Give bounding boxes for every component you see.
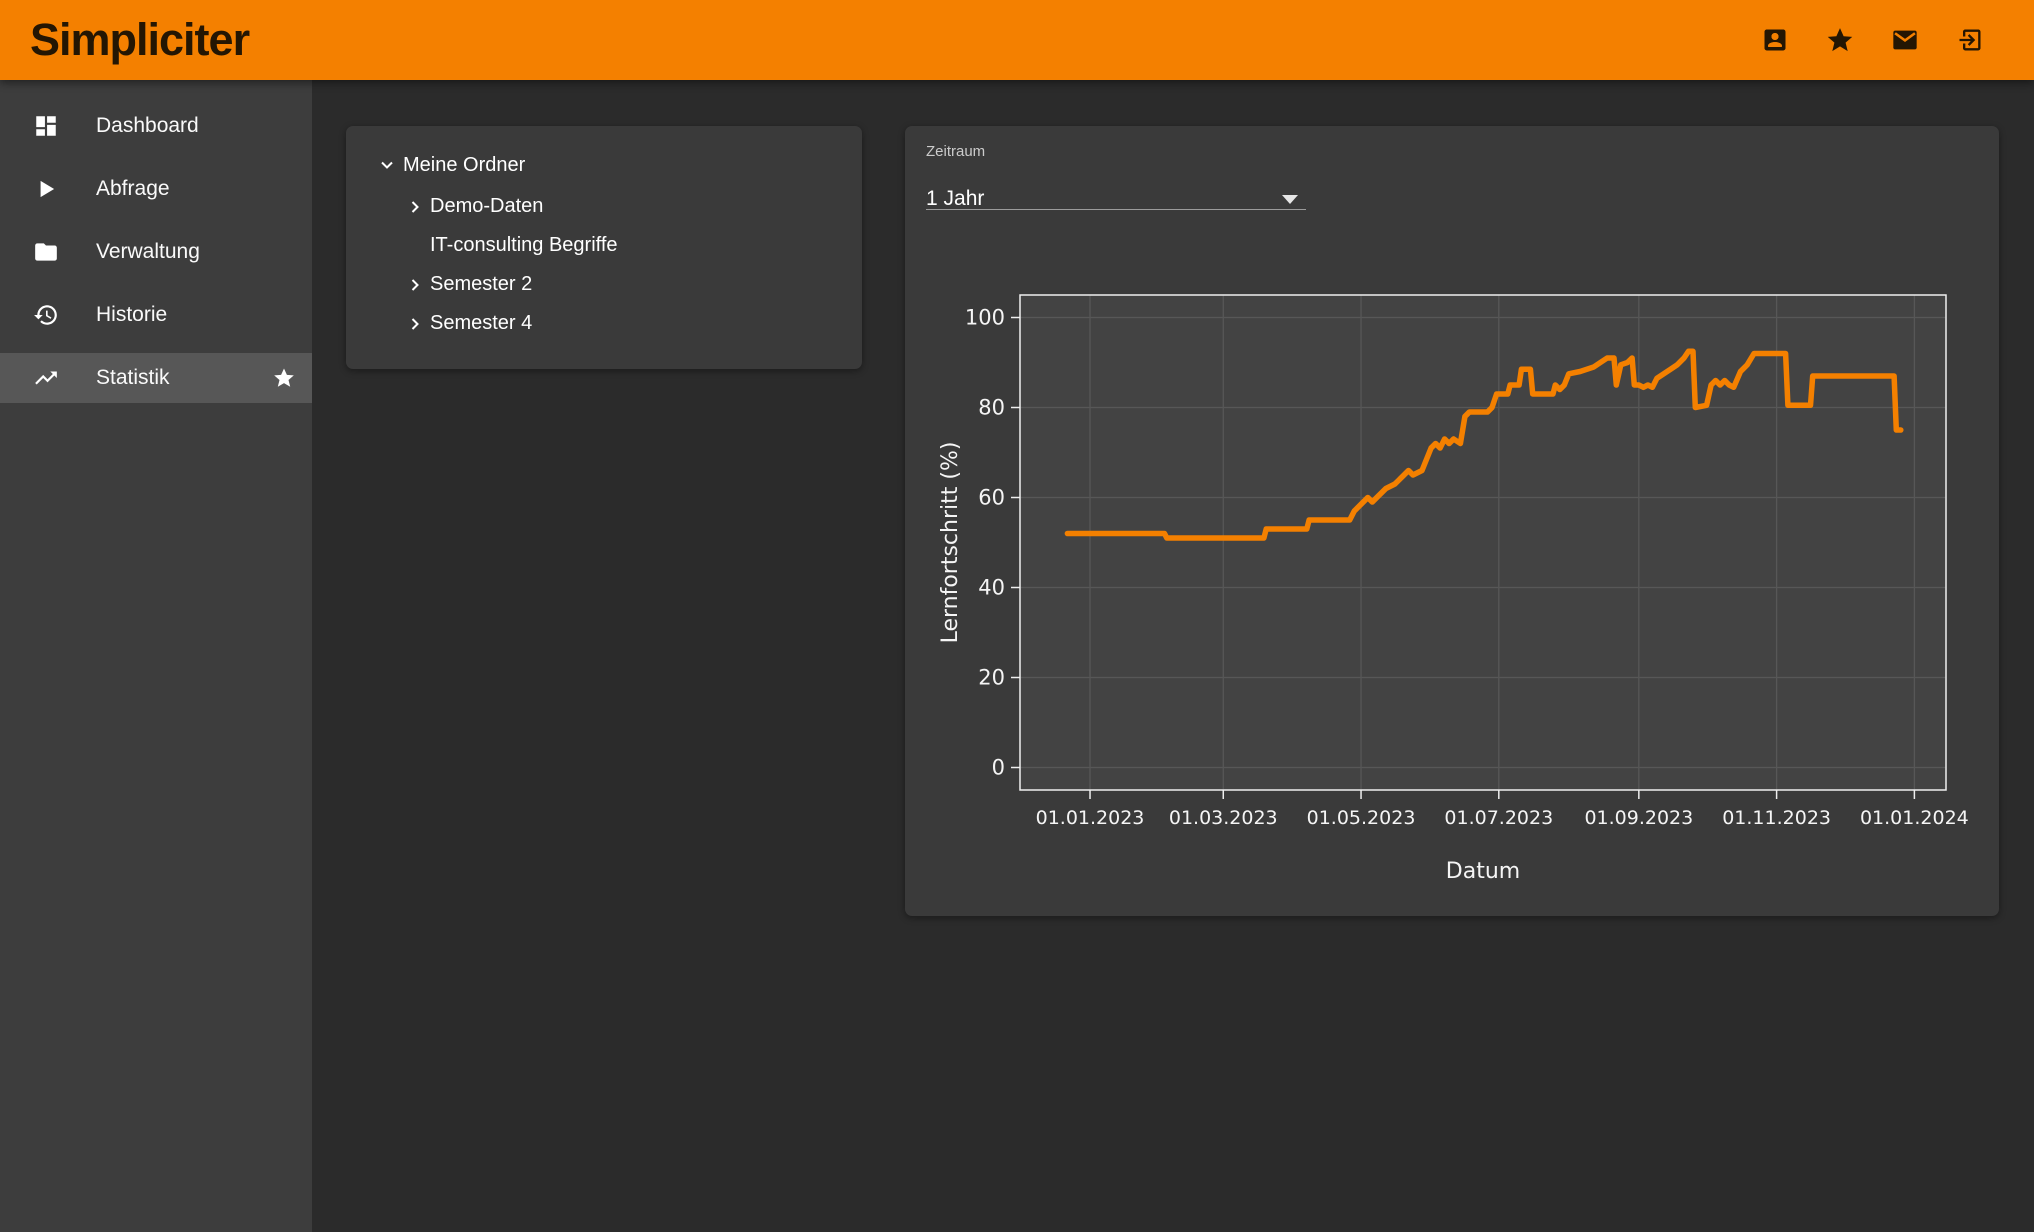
svg-text:Datum: Datum <box>1446 859 1520 884</box>
select-underline <box>926 209 1306 210</box>
svg-text:01.05.2023: 01.05.2023 <box>1307 807 1416 829</box>
sidebar-item-label: Dashboard <box>96 114 199 137</box>
learning-progress-chart: 0 20 40 60 80 100 01.01.2023 01.03.2023 01.05.20… <box>938 294 1969 884</box>
svg-text:20: 20 <box>978 666 1005 690</box>
chevron-right-icon[interactable] <box>405 197 425 217</box>
dropdown-arrow-icon[interactable] <box>1282 195 1298 204</box>
topbar: Simpliciter <box>0 0 2034 80</box>
trending-up-icon <box>33 365 59 391</box>
folder-icon <box>33 239 59 265</box>
svg-text:0: 0 <box>992 756 1005 780</box>
history-icon <box>33 302 59 328</box>
svg-text:01.11.2023: 01.11.2023 <box>1722 807 1831 829</box>
star-icon[interactable] <box>1826 26 1854 54</box>
sidebar-item-label: Abfrage <box>96 177 170 200</box>
dashboard-icon <box>33 113 59 139</box>
svg-text:80: 80 <box>978 396 1005 420</box>
account-icon[interactable] <box>1761 26 1789 54</box>
tree-item-semester-2[interactable]: Semester 2 <box>346 265 862 304</box>
favorite-star-icon[interactable] <box>272 366 296 390</box>
chevron-right-icon[interactable] <box>405 314 425 334</box>
svg-text:40: 40 <box>978 576 1005 600</box>
sidebar-item-label: Historie <box>96 303 168 326</box>
statistics-panel: Zeitraum 1 Jahr 0 20 40 60 80 100 01.01.2023 01… <box>905 126 1999 916</box>
svg-text:01.01.2023: 01.01.2023 <box>1036 807 1145 829</box>
tree-item-demo-daten[interactable]: Demo-Daten <box>346 187 862 226</box>
sidebar-item-abfrage[interactable]: Abfrage <box>0 164 312 214</box>
tree-item-label: Semester 2 <box>430 273 533 295</box>
tree-item-meine-ordner[interactable]: Meine Ordner <box>346 151 862 179</box>
sidebar-item-verwaltung[interactable]: Verwaltung <box>0 227 312 277</box>
play-icon <box>33 176 59 202</box>
tree-item-label: Demo-Daten <box>430 195 544 217</box>
tree-item-it-consulting-begriffe[interactable]: IT-consulting Begriffe <box>346 226 862 265</box>
svg-text:Lernfortschritt (%): Lernfortschritt (%) <box>938 442 963 644</box>
sidebar-item-statistik[interactable]: Statistik <box>0 353 312 403</box>
sidebar-item-historie[interactable]: Historie <box>0 290 312 340</box>
sidebar-item-dashboard[interactable]: Dashboard <box>0 101 312 151</box>
topbar-actions <box>1761 0 1984 80</box>
svg-text:01.01.2024: 01.01.2024 <box>1860 807 1969 829</box>
folder-tree-panel: Meine Ordner Demo-Daten IT-consulting Be… <box>346 126 862 369</box>
svg-text:01.03.2023: 01.03.2023 <box>1169 807 1278 829</box>
svg-text:100: 100 <box>965 306 1005 330</box>
tree-item-semester-4[interactable]: Semester 4 <box>346 304 862 343</box>
tree-item-label: Meine Ordner <box>403 153 526 176</box>
app-logo: Simpliciter <box>30 14 250 65</box>
mail-icon[interactable] <box>1891 26 1919 54</box>
chevron-right-icon[interactable] <box>405 275 425 295</box>
svg-text:01.09.2023: 01.09.2023 <box>1584 807 1693 829</box>
logout-icon[interactable] <box>1956 26 1984 54</box>
zeitraum-select-label: Zeitraum <box>926 143 986 160</box>
chevron-down-icon[interactable] <box>377 155 397 175</box>
svg-text:60: 60 <box>978 486 1005 510</box>
zeitraum-select[interactable]: Zeitraum 1 Jahr <box>926 143 1306 210</box>
tree-item-label: Semester 4 <box>430 312 533 334</box>
tree-item-label: IT-consulting Begriffe <box>430 234 618 256</box>
zeitraum-select-value: 1 Jahr <box>926 187 985 210</box>
sidebar-item-label: Statistik <box>96 366 170 389</box>
svg-text:01.07.2023: 01.07.2023 <box>1444 807 1553 829</box>
sidebar-item-label: Verwaltung <box>96 240 200 263</box>
sidebar: Dashboard Abfrage Verwaltung Historie St <box>0 80 312 1232</box>
